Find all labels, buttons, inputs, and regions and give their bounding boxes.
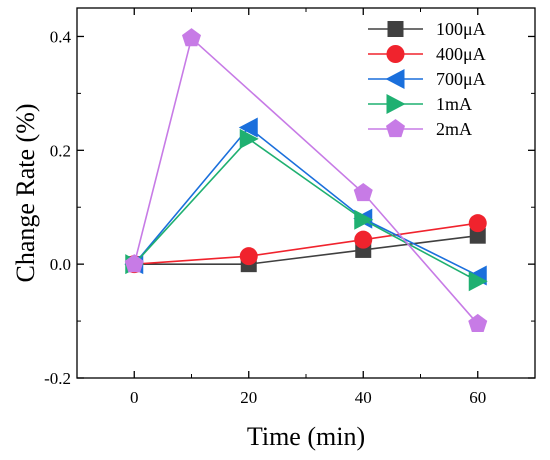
legend-marker xyxy=(387,21,404,37)
data-point xyxy=(468,214,487,233)
x-tick-label: 60 xyxy=(469,388,486,407)
legend-label: 2mA xyxy=(436,119,472,139)
data-point xyxy=(469,227,486,244)
legend-label: 400μA xyxy=(436,44,486,64)
data-point xyxy=(239,247,258,266)
series-line xyxy=(133,36,479,325)
series-layer xyxy=(124,28,488,333)
series-line xyxy=(133,126,479,277)
data-point xyxy=(354,230,373,249)
series-line xyxy=(134,234,478,265)
legend-label: 1mA xyxy=(436,94,472,114)
x-axis-title: Time (min) xyxy=(247,422,365,451)
legend-entry: 1mA xyxy=(368,94,472,114)
legend-label: 700μA xyxy=(436,69,486,89)
data-point xyxy=(468,271,488,292)
legend: 100μA 400μA 700μA 1mA 2mA xyxy=(368,19,486,139)
legend-entry: 400μA xyxy=(368,44,486,64)
series-3 xyxy=(125,128,488,292)
data-point xyxy=(124,254,144,273)
x-tick-label: 20 xyxy=(240,388,257,407)
series-4 xyxy=(124,28,488,333)
data-point xyxy=(354,209,374,230)
legend-marker xyxy=(386,45,405,63)
legend-marker xyxy=(385,119,406,138)
y-axis-title: Change Rate (%) xyxy=(11,103,40,282)
data-point xyxy=(353,183,373,202)
data-point xyxy=(239,128,259,149)
legend-entry: 100μA xyxy=(368,19,486,39)
data-point xyxy=(181,28,202,47)
legend-marker xyxy=(385,69,405,89)
legend-entry: 700μA xyxy=(368,69,486,89)
data-point xyxy=(238,117,258,138)
x-tick-label: 0 xyxy=(130,388,139,407)
y-tick-label: 0.0 xyxy=(50,255,71,274)
y-tick-label: -0.2 xyxy=(44,369,71,388)
x-tick-label: 40 xyxy=(355,388,372,407)
legend-marker xyxy=(386,94,406,114)
legend-entry: 2mA xyxy=(368,119,472,139)
series-0 xyxy=(126,227,486,273)
data-point xyxy=(468,313,488,333)
y-tick-label: 0.2 xyxy=(50,141,71,160)
series-line xyxy=(134,222,478,265)
legend-label: 100μA xyxy=(436,19,486,39)
axes: 0 20 40 60 -0.2 0.0 0.2 0.4 xyxy=(44,8,535,407)
series-line xyxy=(133,137,479,282)
y-tick-label: 0.4 xyxy=(50,27,72,46)
